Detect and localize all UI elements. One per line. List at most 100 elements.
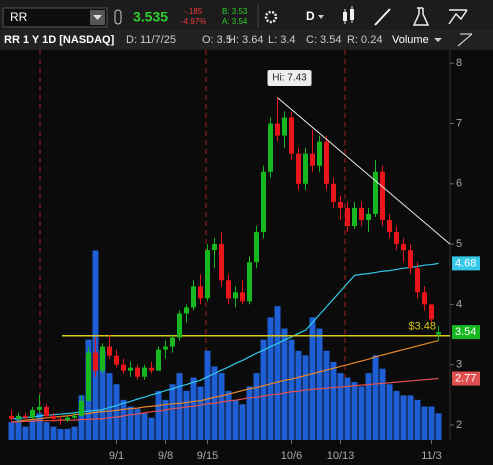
trendline xyxy=(277,97,451,245)
price-badge-label: 4.68 xyxy=(455,257,476,269)
volume-bar xyxy=(141,413,148,440)
volume-bar xyxy=(113,384,120,440)
volume-bar xyxy=(29,419,36,440)
candle-body xyxy=(86,352,91,401)
bar-range: R: 0.24 xyxy=(347,34,382,46)
volume-bar xyxy=(99,350,106,440)
price-badge-label: 2.77 xyxy=(455,372,476,384)
volume-bar xyxy=(344,377,351,440)
candle-body xyxy=(9,415,14,419)
candle-body xyxy=(30,409,35,418)
ask: A: 3.54 xyxy=(222,17,248,26)
volume-bar xyxy=(274,306,281,440)
change-pct: -4.97% xyxy=(181,17,206,26)
study-arrow[interactable] xyxy=(434,38,442,42)
volume-bar xyxy=(316,328,323,440)
x-tick-label: 10/6 xyxy=(281,450,302,462)
x-tick-label: 9/8 xyxy=(158,450,173,462)
chart-type-icon[interactable] xyxy=(343,6,354,24)
candle-body xyxy=(212,244,217,251)
volume-bar xyxy=(372,355,379,440)
candle-body xyxy=(352,207,357,227)
moving-average xyxy=(11,377,439,423)
candle-body xyxy=(156,349,161,371)
change: -.185 xyxy=(184,7,203,16)
settings-icon[interactable] xyxy=(264,10,278,24)
volume-bar xyxy=(218,373,225,440)
volume-bar xyxy=(379,368,386,440)
volume-bar xyxy=(365,373,372,440)
candle-body xyxy=(142,367,147,377)
candle-body xyxy=(72,415,77,418)
candle-body xyxy=(107,346,112,356)
chart-header xyxy=(0,30,493,50)
bar-date: D: 11/7/25 xyxy=(126,34,176,46)
x-tick-label: 10/13 xyxy=(327,450,355,462)
symbol: RR xyxy=(10,10,28,24)
candle-body xyxy=(401,244,406,251)
candle-body xyxy=(408,250,413,269)
candle-body xyxy=(177,313,182,338)
candle-body xyxy=(345,207,350,227)
volume-bar xyxy=(260,339,267,440)
candle-body xyxy=(51,415,56,419)
candle-body xyxy=(380,171,385,220)
symbol-box[interactable] xyxy=(2,7,108,28)
volume-bar xyxy=(288,339,295,440)
period[interactable]: D xyxy=(306,9,315,23)
x-tick-label: 9/15 xyxy=(197,450,218,462)
y-tick-label: 7 xyxy=(456,117,462,129)
volume-bar xyxy=(351,382,358,440)
volume-bar xyxy=(197,386,204,440)
volume-bar xyxy=(414,399,421,440)
x-tick-label: 11/3 xyxy=(421,450,442,462)
y-tick-label: 2 xyxy=(456,419,462,431)
candle-body xyxy=(422,292,427,305)
candle-body xyxy=(436,332,441,335)
candle-body xyxy=(184,307,189,314)
candle-body xyxy=(317,141,322,166)
annotation: Hi: 7.43 xyxy=(272,73,307,84)
candle-body xyxy=(65,417,70,421)
studies-icon[interactable] xyxy=(412,7,430,26)
candle-body xyxy=(170,337,175,347)
volume-bar xyxy=(148,417,155,440)
study-name: Volume xyxy=(392,34,429,46)
tools-icon[interactable] xyxy=(448,9,468,25)
period-arrow xyxy=(318,15,324,19)
volume-bar xyxy=(183,390,190,440)
volume-bar xyxy=(64,428,71,440)
candle-body xyxy=(289,117,294,154)
volume-bar xyxy=(78,395,85,440)
y-tick-label: 3 xyxy=(456,359,462,371)
volume-bar xyxy=(393,390,400,440)
price-badge-label: 3.54 xyxy=(455,326,476,338)
volume-bar xyxy=(323,350,330,440)
link-icon[interactable] xyxy=(114,9,122,25)
candle-body xyxy=(387,219,392,233)
volume-bar xyxy=(239,404,246,440)
volume-bar xyxy=(43,422,50,440)
price-badge xyxy=(452,256,480,271)
candle-body xyxy=(331,183,336,202)
volume-bar xyxy=(232,399,239,440)
candle-body xyxy=(114,355,119,365)
candle-body xyxy=(310,153,315,166)
candle-body xyxy=(296,153,301,184)
volume-bar xyxy=(421,406,428,440)
candle-body xyxy=(198,286,203,299)
volume-bar xyxy=(176,373,183,440)
candle-body xyxy=(275,123,280,136)
candle-body xyxy=(338,201,343,208)
candle-body xyxy=(79,400,84,416)
drawing-icon[interactable] xyxy=(374,8,391,26)
volume-bar xyxy=(71,426,78,440)
candle-body xyxy=(100,346,105,371)
volume-bar xyxy=(295,350,302,440)
volume-bar xyxy=(134,408,141,440)
candle-body xyxy=(233,292,238,299)
y-tick-label: 4 xyxy=(456,298,462,310)
expand-icon[interactable] xyxy=(457,33,473,47)
bar-high: H: 3.64 xyxy=(228,34,263,46)
